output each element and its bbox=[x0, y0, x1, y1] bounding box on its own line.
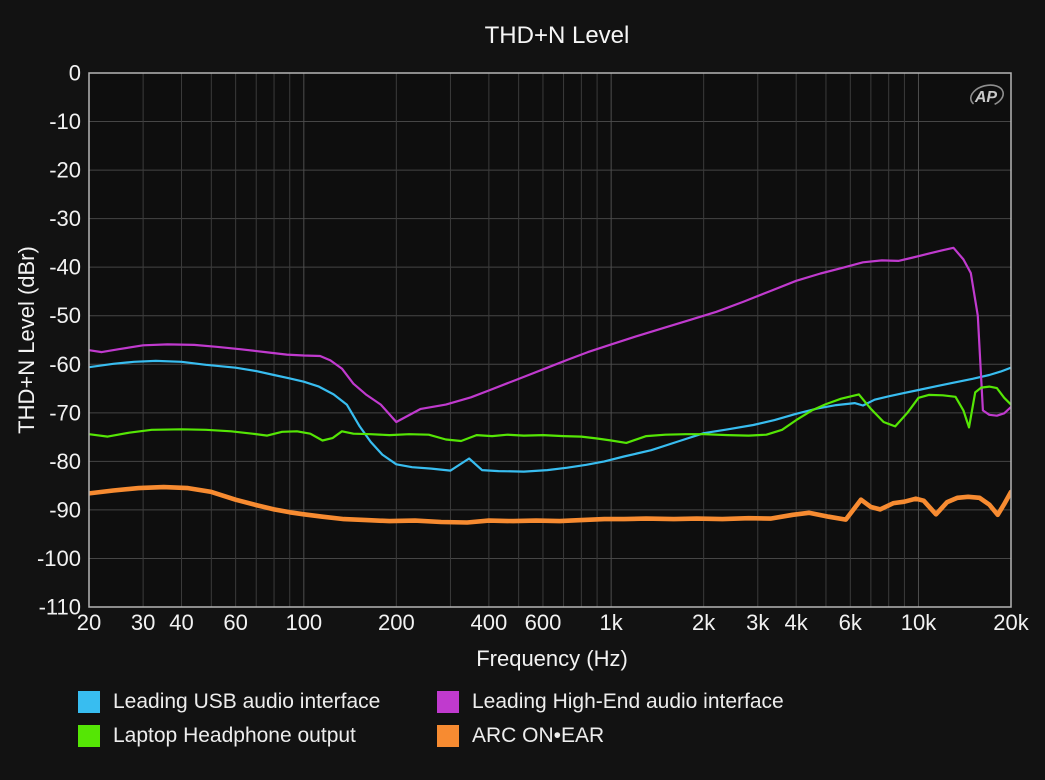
x-tick-label: 40 bbox=[169, 610, 193, 635]
x-tick-label: 2k bbox=[692, 610, 716, 635]
x-tick-label: 200 bbox=[378, 610, 415, 635]
y-axis-title: THD+N Level (dBr) bbox=[14, 246, 39, 434]
legend-label: Laptop Headphone output bbox=[113, 724, 356, 747]
x-axis-tick-labels: 20 30 40 60 100 200 400 600 1k 2k 3k 4k 6k 10k 20k bbox=[77, 610, 1030, 635]
y-tick-label: -60 bbox=[49, 352, 81, 377]
thdn-chart: THD+N Level AP 0 -10 -20 -30 -40 -50 -60 -70 -80… bbox=[14, 22, 1030, 671]
series-line-3 bbox=[89, 484, 1011, 525]
y-tick-label: -100 bbox=[37, 546, 81, 571]
legend-swatch-orange bbox=[437, 725, 459, 747]
x-tick-label: 20 bbox=[77, 610, 101, 635]
y-tick-label: -40 bbox=[49, 255, 81, 280]
y-tick-label: 0 bbox=[69, 61, 81, 86]
series-line-2 bbox=[89, 385, 1011, 444]
legend-item-usb-interface: Leading USB audio interface bbox=[78, 690, 380, 714]
y-tick-label: -10 bbox=[49, 109, 81, 134]
legend-label: Leading USB audio interface bbox=[113, 690, 381, 713]
x-tick-label: 10k bbox=[901, 610, 937, 635]
y-tick-label: -30 bbox=[49, 206, 81, 231]
legend-label: ARC ON•EAR bbox=[472, 724, 605, 747]
x-tick-label: 3k bbox=[746, 610, 770, 635]
x-tick-label: 6k bbox=[839, 610, 863, 635]
series-line-1 bbox=[89, 246, 1011, 424]
y-tick-label: -70 bbox=[49, 400, 81, 425]
ap-logo-text: AP bbox=[974, 89, 998, 106]
x-tick-label: 400 bbox=[470, 610, 507, 635]
y-tick-label: -90 bbox=[49, 497, 81, 522]
legend-item-laptop-headphone: Laptop Headphone output bbox=[78, 724, 356, 748]
legend-label: Leading High-End audio interface bbox=[472, 690, 784, 713]
x-tick-label: 600 bbox=[525, 610, 562, 635]
x-tick-label: 60 bbox=[223, 610, 247, 635]
y-axis-tick-labels: 0 -10 -20 -30 -40 -50 -60 -70 -80 -90 -100 -110 bbox=[37, 61, 81, 620]
y-tick-label: -20 bbox=[49, 158, 81, 183]
x-tick-label: 30 bbox=[131, 610, 155, 635]
ap-logo: AP bbox=[969, 84, 1005, 108]
legend-swatch-cyan bbox=[78, 691, 100, 713]
plot-area bbox=[89, 73, 1011, 607]
legend-item-arc-onear: ARC ON•EAR bbox=[437, 724, 604, 748]
y-tick-label: -80 bbox=[49, 449, 81, 474]
x-tick-label: 100 bbox=[285, 610, 322, 635]
x-tick-label: 4k bbox=[785, 610, 809, 635]
legend-swatch-green bbox=[78, 725, 100, 747]
ap-logo-swoosh bbox=[969, 84, 1005, 108]
x-tick-label: 20k bbox=[993, 610, 1029, 635]
y-tick-label: -110 bbox=[39, 595, 81, 620]
y-tick-label: -50 bbox=[49, 303, 81, 328]
legend-item-highend-interface: Leading High-End audio interface bbox=[437, 690, 784, 714]
chart-title: THD+N Level bbox=[485, 22, 630, 49]
series-line-0 bbox=[89, 359, 1011, 473]
x-tick-label: 1k bbox=[600, 610, 624, 635]
legend-swatch-magenta bbox=[437, 691, 459, 713]
plot-frame bbox=[88, 72, 1012, 608]
series-lines bbox=[89, 246, 1011, 525]
x-axis-title: Frequency (Hz) bbox=[476, 646, 628, 671]
